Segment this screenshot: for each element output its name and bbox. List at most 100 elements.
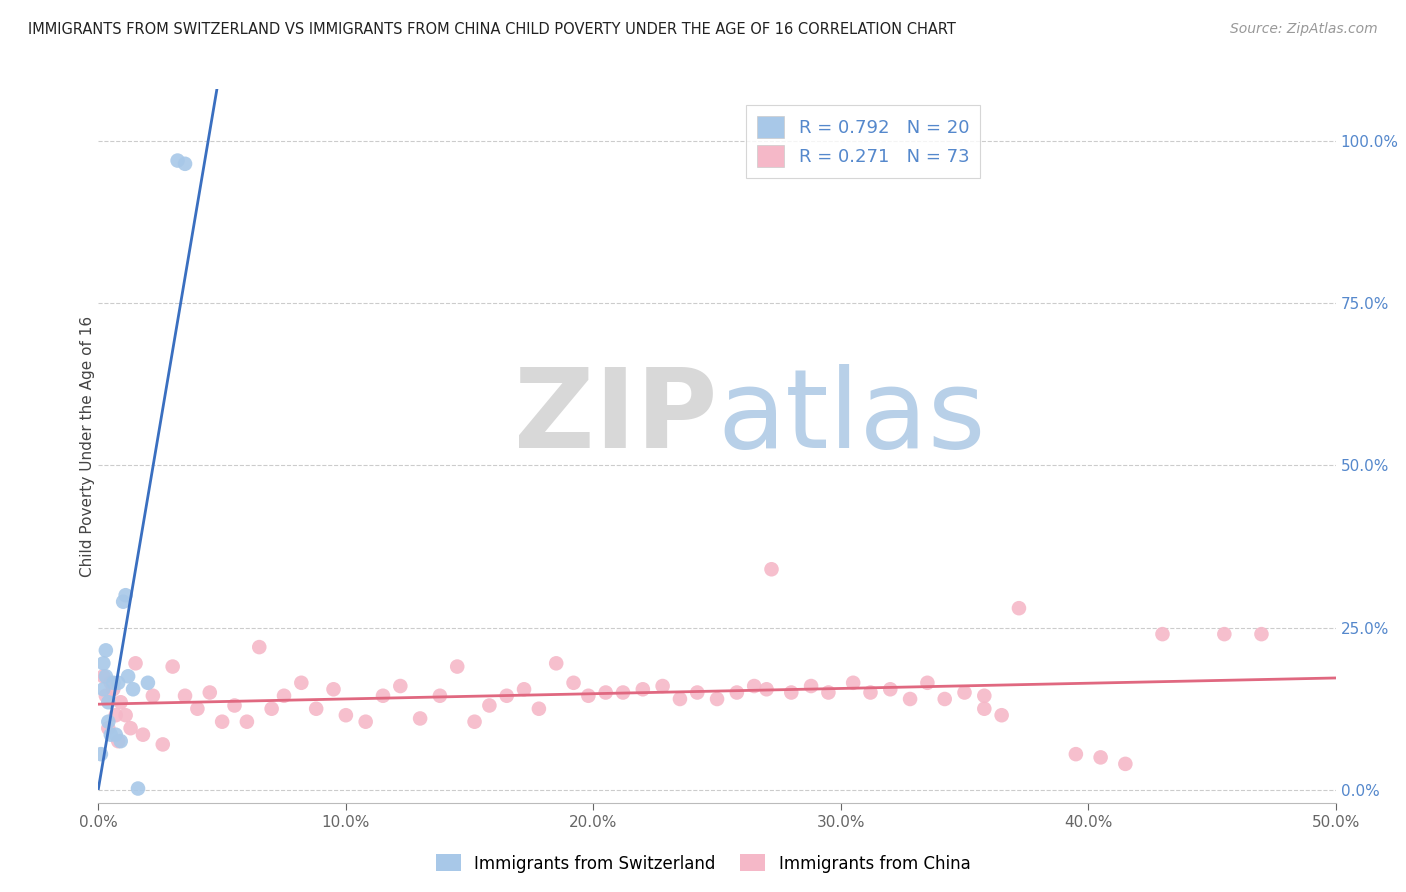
Point xyxy=(651,679,673,693)
Point xyxy=(260,702,283,716)
Point xyxy=(842,675,865,690)
Point xyxy=(305,702,328,716)
Point xyxy=(934,692,956,706)
Point xyxy=(94,643,117,657)
Point xyxy=(114,708,136,723)
Point xyxy=(273,689,295,703)
Point xyxy=(174,689,197,703)
Point xyxy=(211,714,233,729)
Point xyxy=(1064,747,1087,761)
Point xyxy=(198,685,221,699)
Point xyxy=(371,689,394,703)
Point xyxy=(631,682,654,697)
Point xyxy=(322,682,344,697)
Point xyxy=(174,157,197,171)
Text: atlas: atlas xyxy=(717,364,986,471)
Point xyxy=(112,595,135,609)
Point xyxy=(1250,627,1272,641)
Point xyxy=(100,728,122,742)
Point xyxy=(186,702,208,716)
Y-axis label: Child Poverty Under the Age of 16: Child Poverty Under the Age of 16 xyxy=(80,316,94,576)
Point xyxy=(97,714,120,729)
Point xyxy=(990,708,1012,723)
Text: Source: ZipAtlas.com: Source: ZipAtlas.com xyxy=(1230,22,1378,37)
Point xyxy=(686,685,709,699)
Point xyxy=(576,689,599,703)
Point xyxy=(800,679,823,693)
Point xyxy=(166,153,188,168)
Point xyxy=(859,685,882,699)
Point xyxy=(236,714,259,729)
Point xyxy=(120,721,142,735)
Point xyxy=(780,685,803,699)
Point xyxy=(103,682,125,697)
Point xyxy=(817,685,839,699)
Point xyxy=(389,679,412,693)
Point xyxy=(103,675,125,690)
Point xyxy=(973,702,995,716)
Point xyxy=(446,659,468,673)
Point xyxy=(152,738,174,752)
Point xyxy=(136,675,159,690)
Point xyxy=(93,682,115,697)
Point xyxy=(429,689,451,703)
Point xyxy=(110,734,132,748)
Point xyxy=(595,685,617,699)
Point xyxy=(93,669,115,683)
Point xyxy=(290,675,312,690)
Point xyxy=(90,747,112,761)
Point xyxy=(124,657,146,671)
Legend: Immigrants from Switzerland, Immigrants from China: Immigrants from Switzerland, Immigrants … xyxy=(429,847,977,880)
Point xyxy=(495,689,517,703)
Point xyxy=(706,692,728,706)
Point xyxy=(94,669,117,683)
Point xyxy=(122,682,145,697)
Point xyxy=(127,781,149,796)
Point xyxy=(114,588,136,602)
Point xyxy=(117,669,139,683)
Point xyxy=(224,698,246,713)
Point xyxy=(409,711,432,725)
Point xyxy=(104,708,127,723)
Point xyxy=(142,689,165,703)
Point xyxy=(1114,756,1136,771)
Point xyxy=(354,714,377,729)
Point xyxy=(97,695,120,709)
Point xyxy=(1090,750,1112,764)
Point xyxy=(1213,627,1236,641)
Point xyxy=(162,659,184,673)
Point xyxy=(898,692,921,706)
Point xyxy=(917,675,939,690)
Point xyxy=(104,728,127,742)
Point xyxy=(1008,601,1031,615)
Point xyxy=(93,657,115,671)
Point xyxy=(725,685,748,699)
Point xyxy=(478,698,501,713)
Point xyxy=(107,734,129,748)
Point xyxy=(97,721,120,735)
Point xyxy=(879,682,901,697)
Point xyxy=(755,682,778,697)
Point xyxy=(612,685,634,699)
Point xyxy=(761,562,783,576)
Point xyxy=(464,714,486,729)
Point xyxy=(247,640,270,654)
Point xyxy=(335,708,357,723)
Point xyxy=(110,695,132,709)
Text: IMMIGRANTS FROM SWITZERLAND VS IMMIGRANTS FROM CHINA CHILD POVERTY UNDER THE AGE: IMMIGRANTS FROM SWITZERLAND VS IMMIGRANT… xyxy=(28,22,956,37)
Point xyxy=(1152,627,1174,641)
Point xyxy=(513,682,536,697)
Point xyxy=(669,692,692,706)
Point xyxy=(953,685,976,699)
Point xyxy=(742,679,765,693)
Point xyxy=(562,675,585,690)
Legend: R = 0.792   N = 20, R = 0.271   N = 73: R = 0.792 N = 20, R = 0.271 N = 73 xyxy=(747,105,980,178)
Point xyxy=(973,689,995,703)
Point xyxy=(527,702,550,716)
Text: ZIP: ZIP xyxy=(513,364,717,471)
Point xyxy=(546,657,568,671)
Point xyxy=(132,728,155,742)
Point xyxy=(107,675,129,690)
Point xyxy=(94,689,117,703)
Point xyxy=(100,675,122,690)
